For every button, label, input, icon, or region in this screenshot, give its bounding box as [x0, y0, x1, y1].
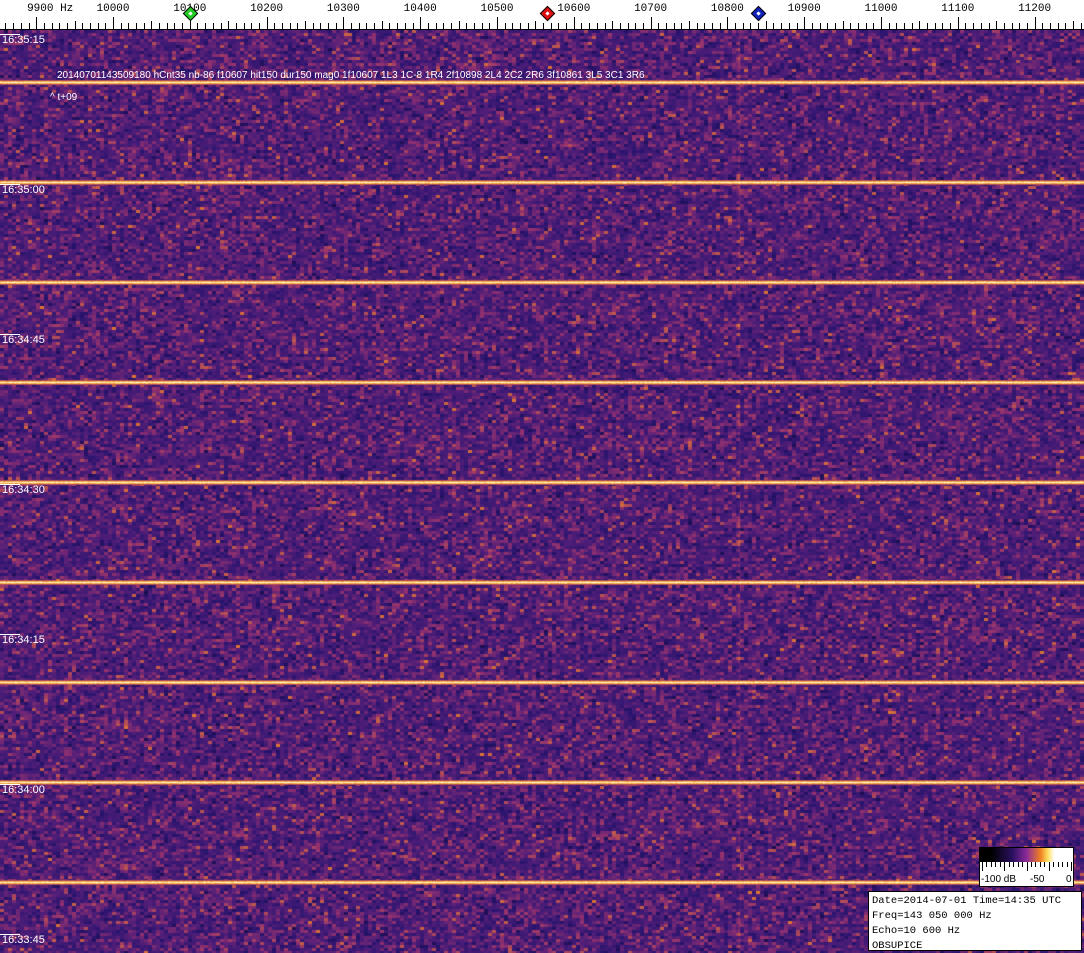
frequency-tick-label: 10900 [787, 3, 821, 15]
time-tick [0, 934, 20, 935]
colorbar-label-mid: -50 [1030, 874, 1045, 885]
colorbar-gradient [980, 848, 1073, 862]
info-box: Date=2014-07-01 Time=14:35 UTC Freq=143 … [868, 891, 1082, 952]
frequency-ticks [0, 17, 1084, 30]
info-station: OBSUPICE [872, 940, 923, 952]
colorbar-label-max: 0 [1066, 874, 1072, 885]
frequency-tick-label: 10000 [96, 3, 130, 15]
frequency-axis: 9900 Hz100001010010200103001040010500106… [0, 0, 1084, 30]
frequency-tick-label: 10800 [710, 3, 744, 15]
frequency-tick-label: 10600 [557, 3, 591, 15]
colorbar-ticks [982, 862, 1072, 871]
detection-annotation: 20140701143509180 hCnt35 nb-86 f10607 hi… [57, 70, 645, 81]
info-date-time: Date=2014-07-01 Time=14:35 UTC [872, 895, 1062, 907]
colorbar-label-min: -100 dB [981, 874, 1017, 885]
time-tick [0, 184, 20, 185]
frequency-tick-label: 11200 [1018, 3, 1052, 15]
frequency-tick-label: 9900 Hz [27, 3, 74, 15]
colorbar: -100 dB -50 0 [979, 847, 1074, 887]
time-tick-label: 16:33:45 [2, 934, 45, 946]
time-tick [0, 784, 20, 785]
frequency-tick-label: 10500 [480, 3, 514, 15]
waterfall-canvas [0, 30, 1084, 953]
time-tick-label: 16:34:15 [2, 634, 45, 646]
time-tick [0, 634, 20, 635]
frequency-tick-label: 10300 [326, 3, 360, 15]
time-tick-label: 16:34:00 [2, 784, 45, 796]
time-tick [0, 484, 20, 485]
time-tick-label: 16:34:30 [2, 484, 45, 496]
time-tick-label: 16:34:45 [2, 334, 45, 346]
frequency-tick-label: 10200 [250, 3, 284, 15]
time-tick [0, 334, 20, 335]
frequency-tick-label: 10700 [634, 3, 668, 15]
time-offset-annotation: ^ t+09 [50, 92, 78, 103]
frequency-tick-label: 10400 [403, 3, 437, 15]
time-tick [0, 34, 20, 35]
frequency-tick-label: 11000 [864, 3, 898, 15]
info-frequency: Freq=143 050 000 Hz [872, 910, 992, 922]
info-echo: Echo=10 600 Hz [872, 925, 961, 937]
frequency-tick-label: 11100 [941, 3, 975, 15]
time-tick-label: 16:35:15 [2, 34, 45, 46]
time-tick-label: 16:35:00 [2, 184, 45, 196]
